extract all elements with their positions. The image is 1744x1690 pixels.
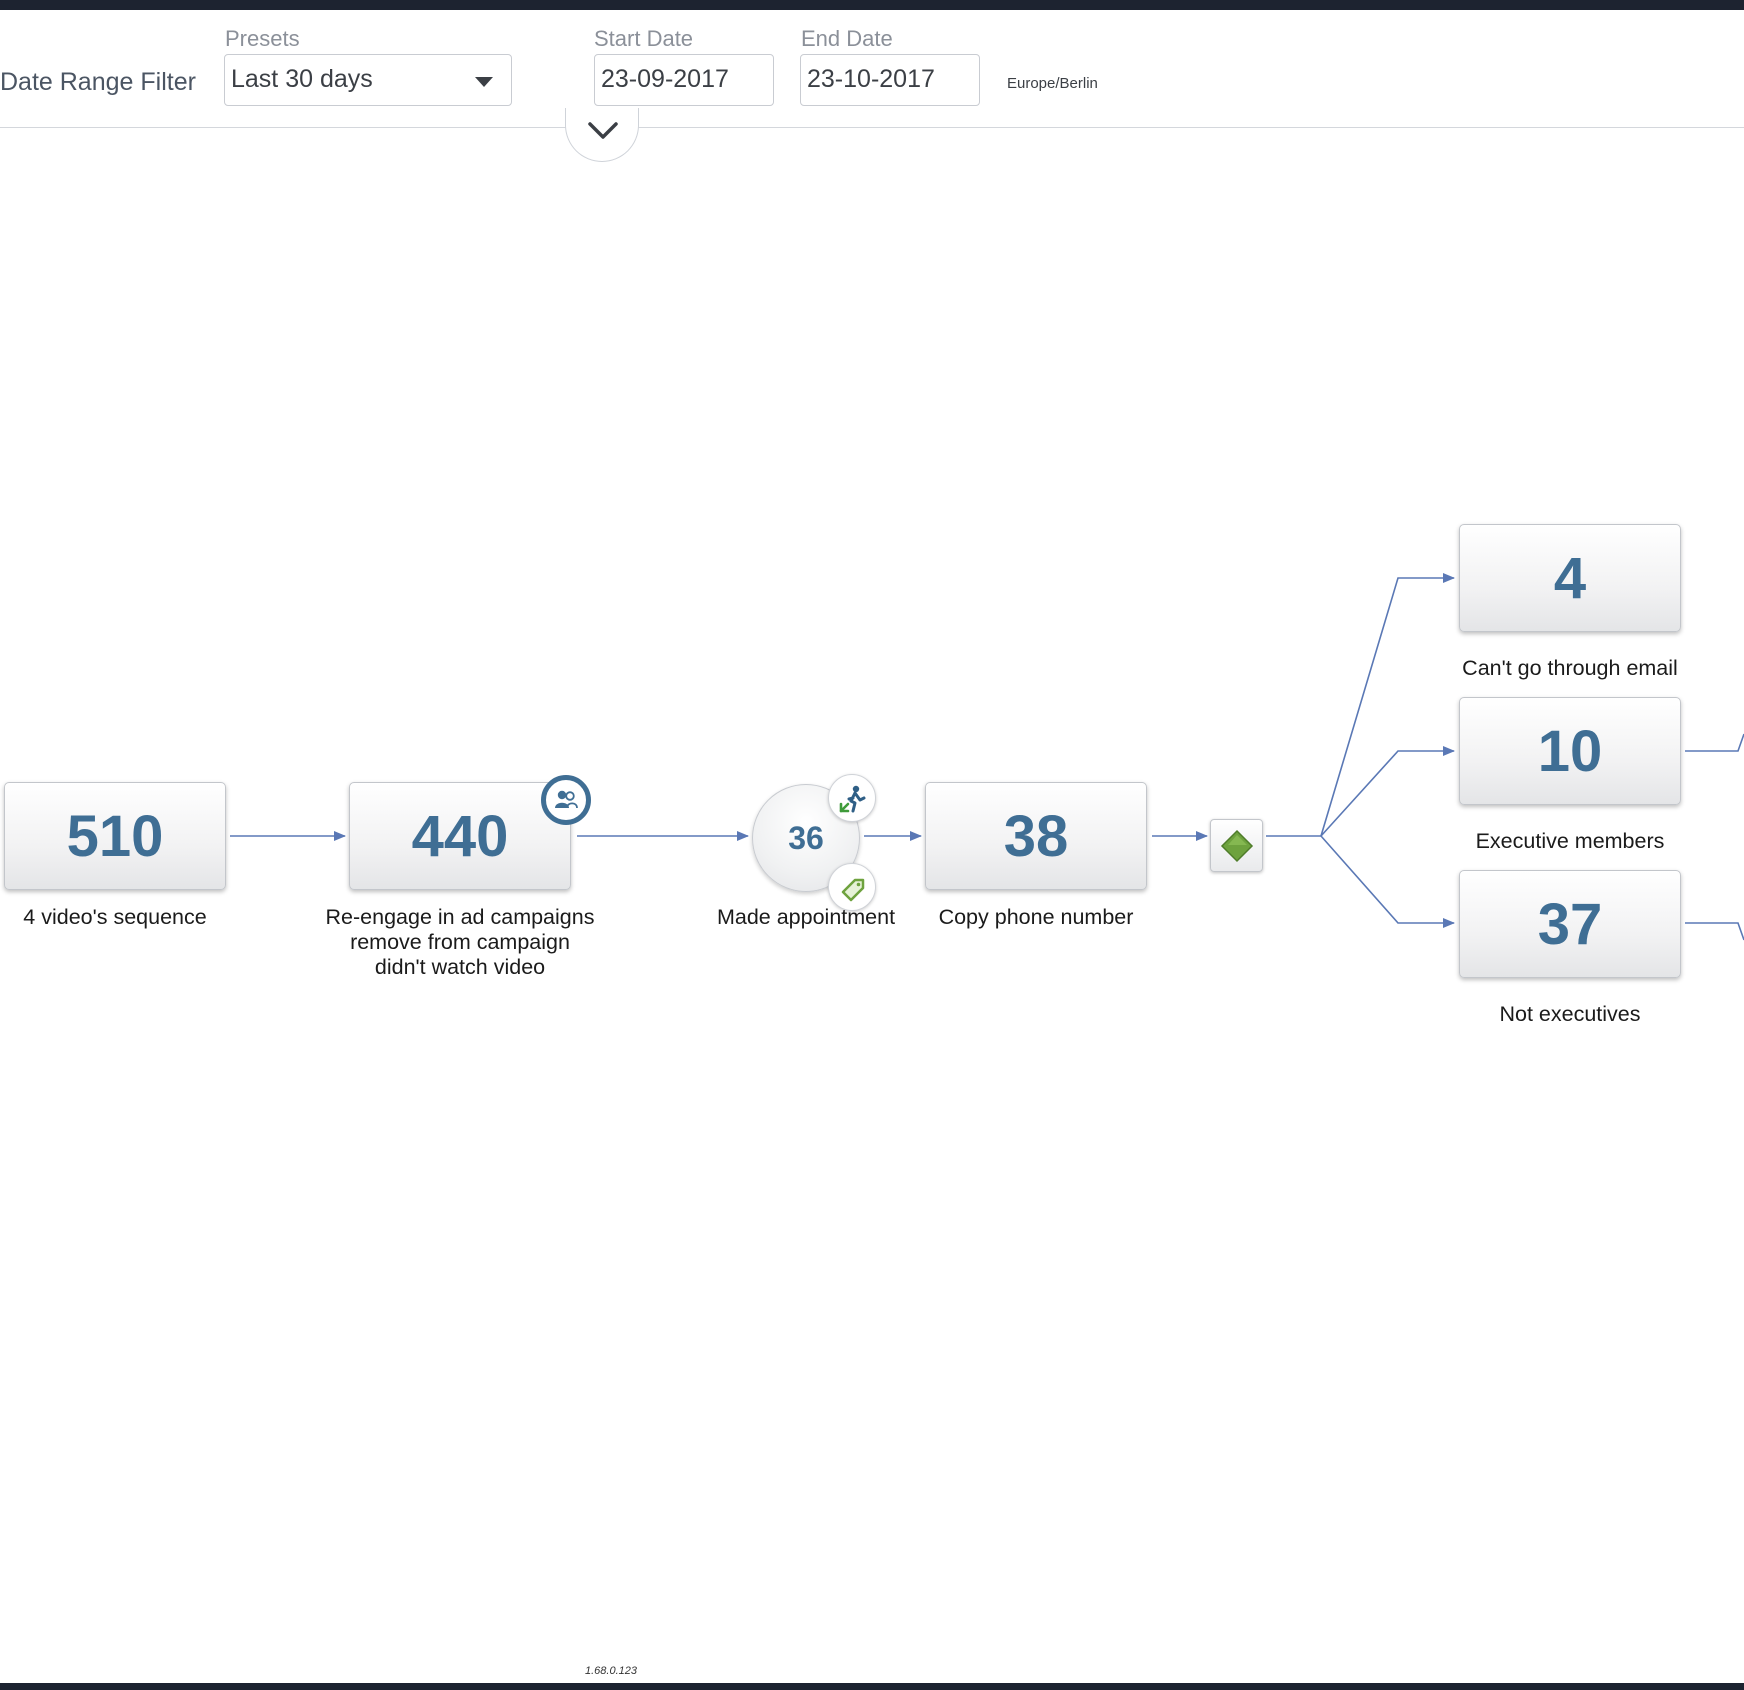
node-label: Executive members — [1475, 829, 1665, 853]
flow-node-copy-phone[interactable]: 38 — [925, 782, 1147, 890]
connector-executive-out — [1685, 733, 1744, 752]
start-date-value: 23-09-2017 — [601, 65, 729, 93]
audience-icon[interactable] — [541, 775, 591, 825]
node-count: 38 — [1003, 804, 1069, 869]
connector-branch-not-executive — [1320, 835, 1455, 928]
person-exit-icon[interactable] — [828, 774, 876, 822]
node-count: 36 — [788, 820, 824, 856]
node-label: Can't go through email — [1462, 656, 1678, 680]
tag-icon[interactable] — [828, 863, 876, 911]
connector-branch-executive — [1320, 746, 1455, 837]
node-label: Copy phone number — [938, 905, 1134, 929]
timezone-label: Europe/Berlin — [1007, 75, 1098, 92]
flow-node-cant-email[interactable]: 4 — [1459, 524, 1681, 632]
chevron-down-icon — [588, 122, 618, 139]
presets-select[interactable]: Last 30 days — [224, 54, 512, 106]
flow-node-video-sequence[interactable]: 510 — [4, 782, 226, 890]
date-range-filter-bar: Date Range Filter Presets Last 30 days S… — [0, 10, 1744, 128]
version-label: 1.68.0.123 — [585, 1665, 637, 1677]
filter-title: Date Range Filter — [0, 68, 196, 96]
node-count: 37 — [1537, 892, 1603, 957]
chevron-down-icon — [475, 77, 493, 87]
flow-connectors — [230, 573, 1744, 941]
node-label-line-3: didn't watch video — [374, 955, 546, 979]
flow-node-re-engage[interactable]: 440 — [349, 782, 571, 890]
condition-node[interactable] — [1210, 819, 1263, 872]
node-count: 510 — [66, 804, 164, 869]
node-label: Made appointment — [716, 905, 896, 929]
flow-canvas: Date Range Filter Presets Last 30 days S… — [0, 10, 1744, 1683]
node-label: 4 video's sequence — [23, 905, 207, 929]
flow-node-executive-members[interactable]: 10 — [1459, 697, 1681, 805]
node-count: 440 — [411, 804, 509, 869]
node-count: 4 — [1553, 546, 1587, 611]
connector-branch-email — [1320, 573, 1455, 837]
node-label-line-2: remove from campaign — [350, 930, 570, 954]
start-date-input[interactable]: 23-09-2017 — [594, 54, 774, 106]
end-date-input[interactable]: 23-10-2017 — [800, 54, 980, 106]
presets-label: Presets — [225, 26, 300, 51]
end-date-value: 23-10-2017 — [807, 65, 935, 93]
start-date-label: Start Date — [594, 26, 694, 51]
flow-node-not-executives[interactable]: 37 — [1459, 870, 1681, 978]
node-label: Not executives — [1499, 1002, 1641, 1026]
end-date-label: End Date — [801, 26, 893, 51]
connector-not-executive-out — [1685, 922, 1744, 941]
presets-value: Last 30 days — [231, 65, 373, 93]
node-label-line-1: Re-engage in ad campaigns — [325, 905, 595, 929]
node-count: 10 — [1537, 719, 1603, 784]
condition-diamond-icon — [1220, 829, 1254, 863]
